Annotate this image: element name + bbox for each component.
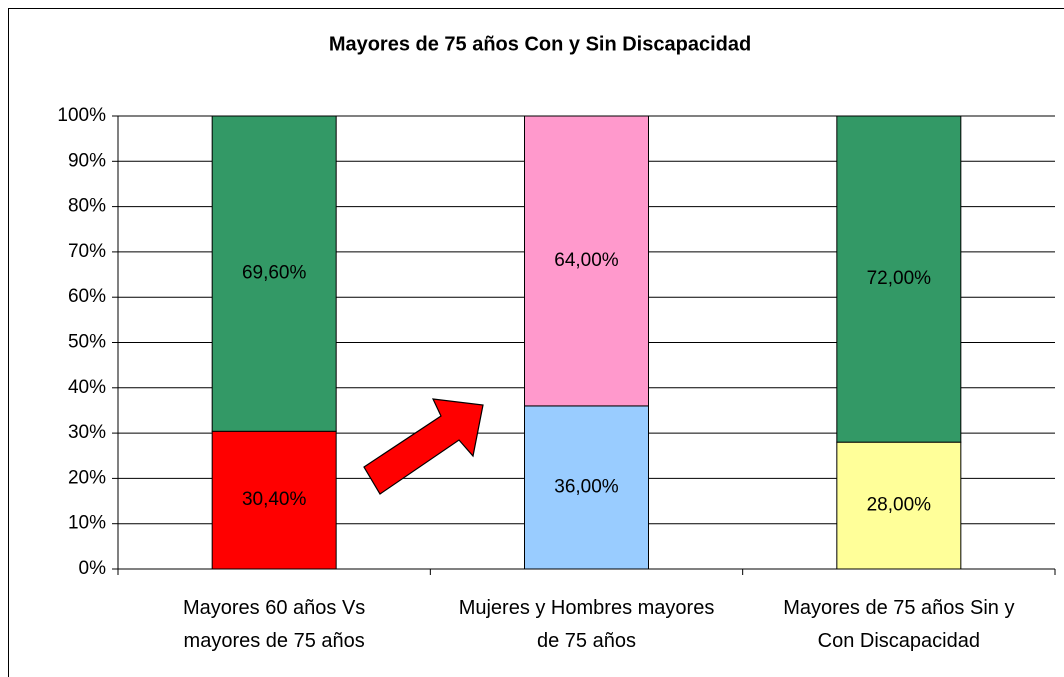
y-tick-label: 30% [68,422,106,443]
x-tick-label: Mayores 60 años Vs mayores de 75 años [182,597,366,652]
arrow [363,398,484,495]
y-tick-label: 50% [68,332,106,353]
value-label: 64,00% [554,250,619,271]
y-tick-label: 80% [68,196,106,217]
y-tick-label: 40% [68,377,106,398]
bar-segment [524,115,649,407]
value-label: 30,40% [242,489,307,510]
bar-segment [211,115,337,432]
y-tick-label: 60% [68,286,106,307]
bar-segment [524,405,649,570]
bar-segment [211,430,337,570]
y-tick-label: 100% [57,105,106,126]
y-tick-label: 70% [68,241,106,262]
value-label: 36,00% [554,476,619,497]
y-tick-label: 20% [68,467,106,488]
y-tick-label: 90% [68,150,106,171]
plot-area: 0% 10% 20% 30% 40% 50% 60% 70% 80% 90% 100% 30,40% 6… [57,105,1056,579]
y-tick-label: 10% [68,513,106,534]
value-label: 72,00% [867,268,932,289]
chart-title: Mayores de 75 años Con y Sin Discapacida… [329,33,751,55]
value-label: 69,60% [242,263,307,284]
x-tick-label: Mujeres y Hombres mayores de 75 años [458,597,715,652]
bar-segment [836,115,962,443]
x-tick-label: Mayores de 75 años Sin y Con Discapacida… [783,597,1015,652]
y-tick-label: 0% [79,558,107,579]
value-label: 28,00% [867,495,932,516]
